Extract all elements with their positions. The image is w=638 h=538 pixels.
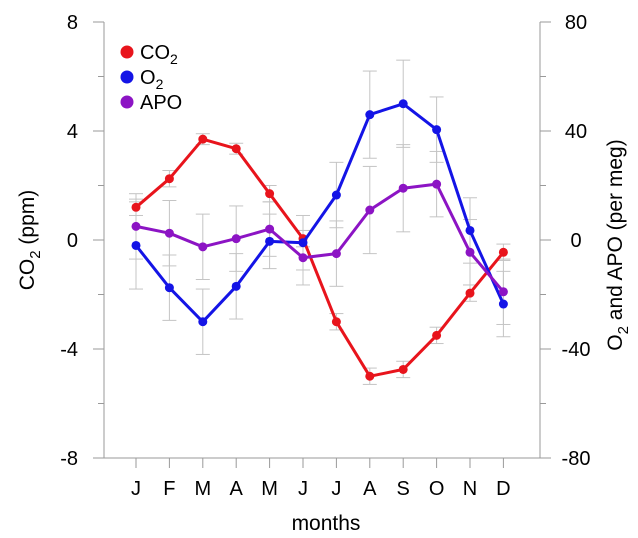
apo-point	[231, 234, 241, 244]
right-axis-title: O2 and APO (per meg)	[604, 139, 632, 350]
x-tick-label: M	[194, 478, 211, 500]
co2-point	[498, 247, 508, 257]
x-tick-label: J	[331, 478, 341, 500]
right-tick-label: 80	[565, 12, 587, 34]
co2-point	[398, 364, 408, 374]
co2-legend-marker	[120, 45, 134, 59]
left-tick-label: -8	[60, 448, 78, 470]
co2-legend-subscript: 2	[170, 51, 178, 67]
o2-point	[365, 110, 375, 120]
co2-point	[198, 134, 208, 144]
o2-point	[231, 281, 241, 291]
axis-labels: months CO2 (ppm) O2 and APO (per meg)	[16, 139, 632, 535]
error-bars	[129, 59, 511, 385]
o2-legend-label: O2	[140, 67, 164, 92]
co2-point	[164, 174, 174, 184]
x-tick-label: F	[163, 478, 175, 500]
apo-point	[398, 183, 408, 193]
series	[131, 99, 508, 381]
o2-point	[198, 317, 208, 327]
x-tick-label: D	[496, 478, 510, 500]
left-tick-label: -4	[60, 339, 78, 361]
apo-legend-marker	[120, 95, 134, 109]
o2-point	[331, 190, 341, 200]
apo-point	[164, 228, 174, 238]
left-axis-title: CO2 (ppm)	[16, 190, 44, 291]
apo-point	[465, 247, 475, 257]
x-tick-label: O	[429, 478, 445, 500]
right-tick-label: -40	[562, 339, 591, 361]
apo-point	[365, 205, 375, 215]
left-tick-label: 4	[67, 121, 78, 143]
x-axis-title: months	[292, 512, 361, 535]
o2-series-line	[134, 102, 505, 324]
co2-point	[331, 317, 341, 327]
right-tick-label: -80	[562, 448, 591, 470]
co2-point	[231, 144, 241, 154]
apo-point	[331, 249, 341, 259]
x-tick-label: J	[131, 478, 141, 500]
apo-point	[498, 287, 508, 297]
o2-legend-marker	[120, 70, 134, 84]
apo-point	[198, 242, 208, 252]
right-tick-label: 0	[570, 230, 581, 252]
co2-series-line	[135, 137, 505, 378]
left-tick-label: 0	[67, 230, 78, 252]
co2-point	[265, 189, 275, 199]
apo-point	[131, 221, 141, 231]
x-tick-label: A	[363, 478, 377, 500]
o2-point	[265, 236, 275, 246]
o2-point	[131, 240, 141, 250]
o2-point	[298, 238, 308, 248]
co2-point	[432, 330, 442, 340]
x-tick-label: N	[463, 478, 477, 500]
x-tick-label: A	[230, 478, 244, 500]
left-tick-label: 8	[67, 12, 78, 34]
apo-series-line	[135, 182, 505, 293]
o2-point	[164, 283, 174, 293]
apo-legend-label: APO	[140, 92, 182, 114]
co2-point	[365, 371, 375, 381]
x-tick-label: J	[298, 478, 308, 500]
co2-legend-label: CO2	[140, 42, 178, 67]
right-tick-label: 40	[565, 121, 587, 143]
co2-point	[131, 202, 141, 212]
o2-legend-subscript: 2	[156, 76, 164, 92]
apo-point	[298, 253, 308, 263]
o2-point	[398, 99, 408, 109]
o2-point	[498, 299, 508, 309]
x-tick-label: M	[261, 478, 278, 500]
x-tick-label: S	[397, 478, 410, 500]
o2-point	[432, 125, 442, 135]
o2-point	[465, 225, 475, 235]
co2-point	[465, 288, 475, 298]
apo-point	[432, 179, 442, 189]
apo-point	[265, 224, 275, 234]
